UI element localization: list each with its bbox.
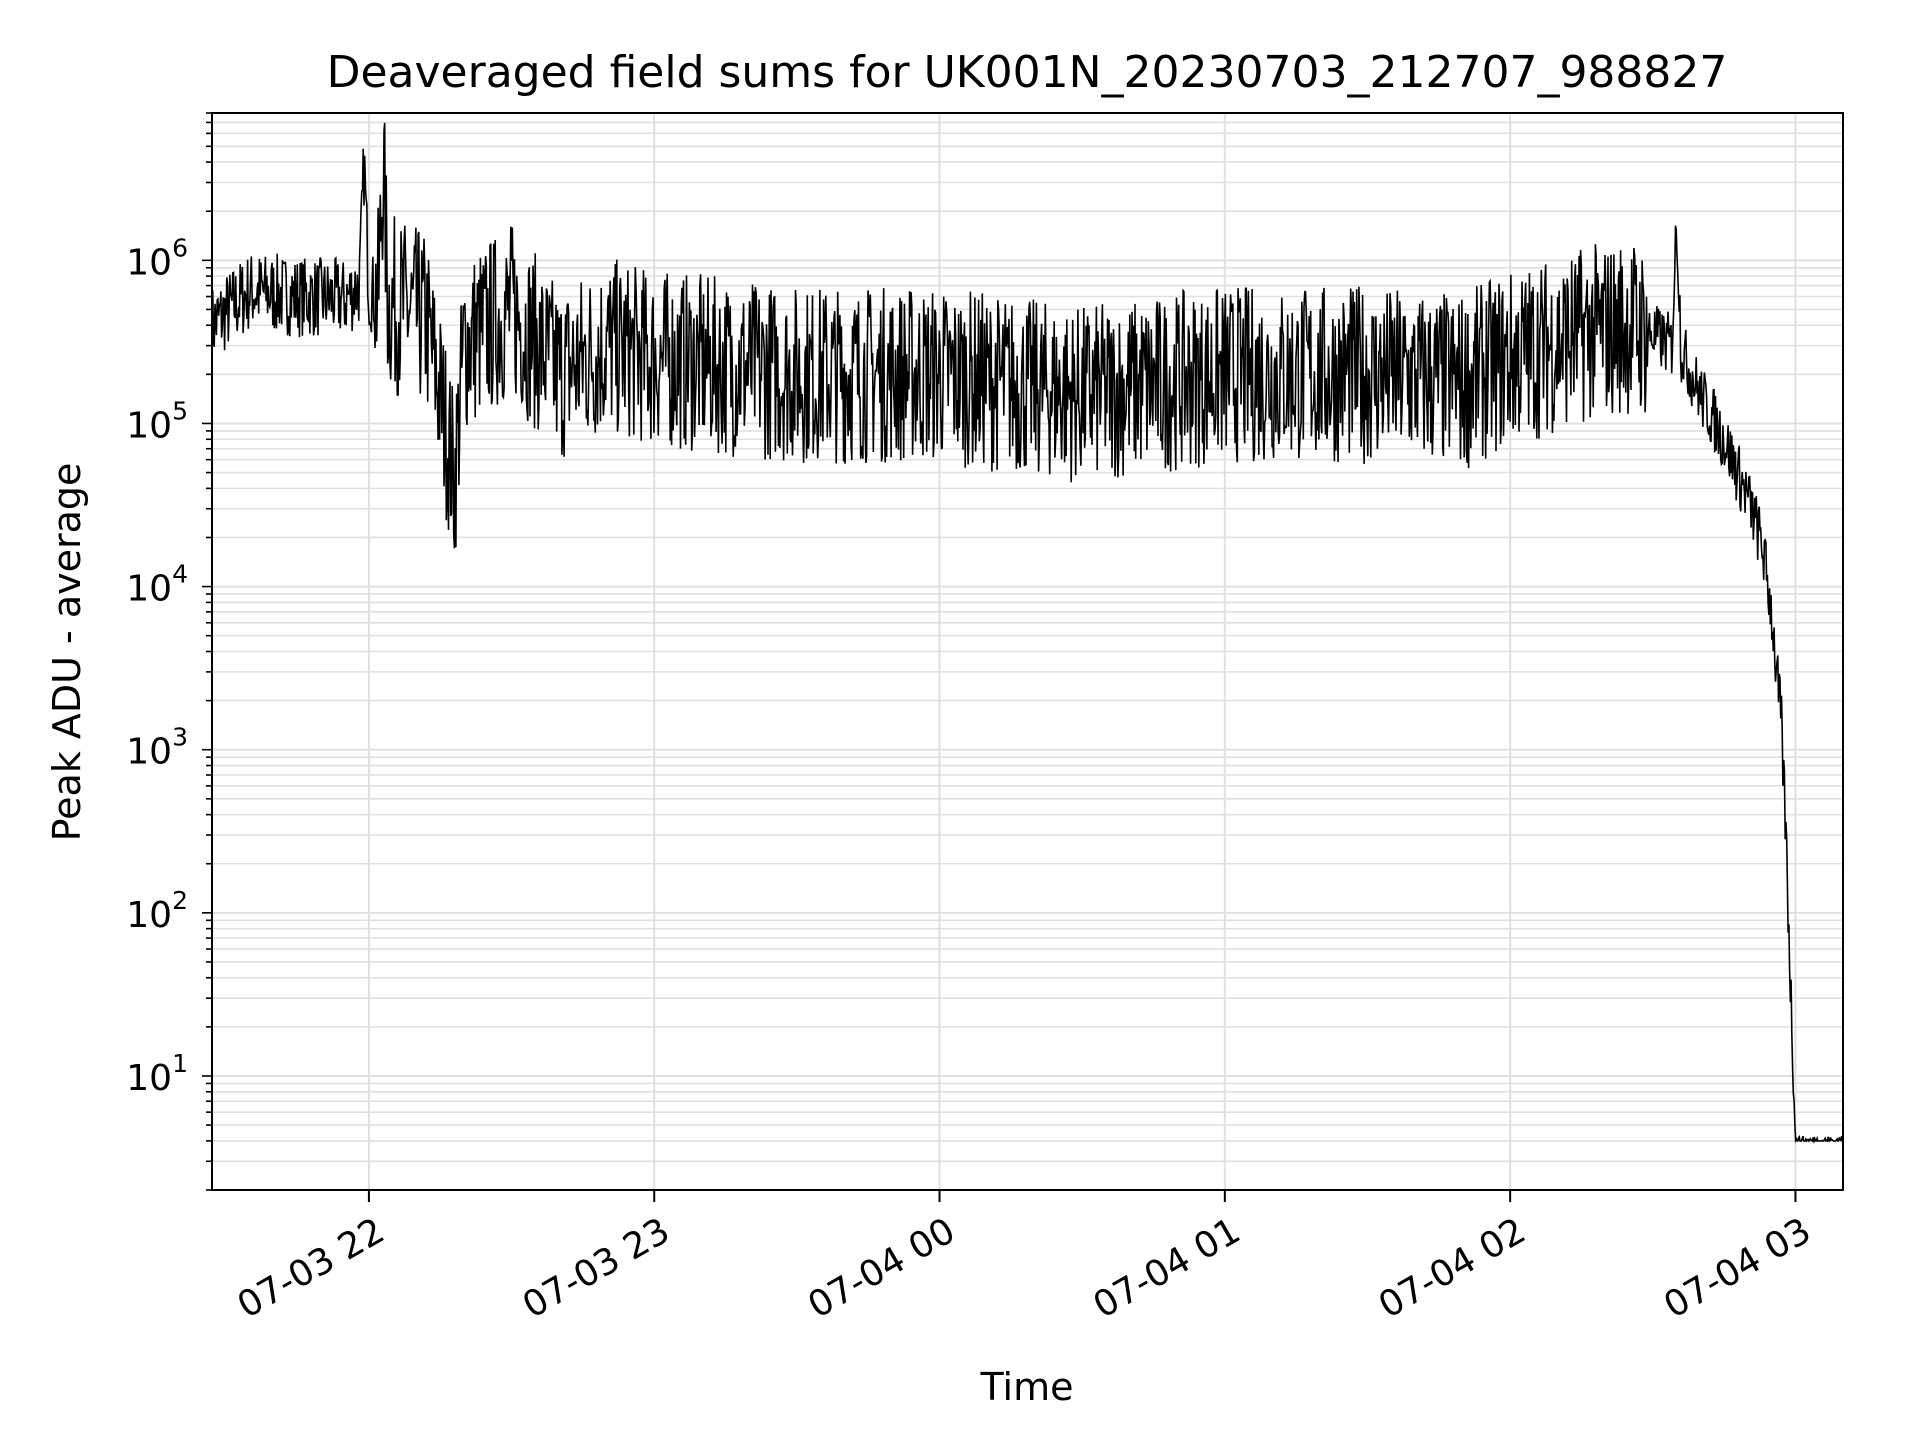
- y-tick-label: 101: [126, 1049, 188, 1099]
- y-tick-label: 102: [126, 886, 188, 936]
- x-axis-label: Time: [980, 1365, 1074, 1409]
- series-line: [211, 122, 1844, 1145]
- y-tick-label: 104: [126, 560, 188, 610]
- plot-area: [211, 122, 1844, 1145]
- y-tick-label: 105: [126, 396, 188, 446]
- y-tick-label: 103: [126, 723, 188, 773]
- chart-title: Deaveraged field sums for UK001N_2023070…: [327, 47, 1728, 98]
- y-axis-label: Peak ADU - average: [45, 463, 89, 842]
- y-tick-label: 106: [126, 233, 188, 283]
